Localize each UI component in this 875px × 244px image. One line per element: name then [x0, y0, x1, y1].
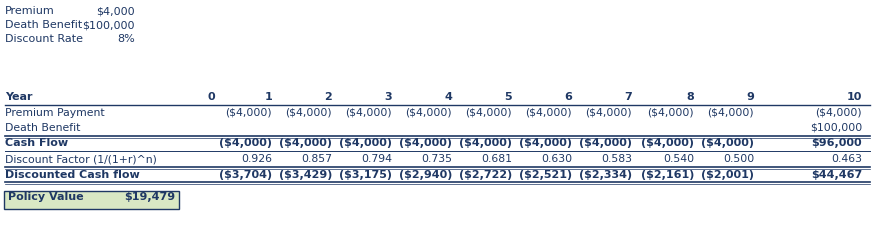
Text: Year: Year — [5, 92, 32, 102]
Text: 0.681: 0.681 — [481, 154, 512, 164]
Text: ($4,000): ($4,000) — [226, 108, 272, 118]
Text: 8%: 8% — [117, 34, 135, 44]
FancyBboxPatch shape — [4, 191, 179, 209]
Text: $44,467: $44,467 — [811, 170, 862, 180]
Text: 4: 4 — [444, 92, 452, 102]
Text: ($4,000): ($4,000) — [219, 139, 272, 149]
Text: ($2,001): ($2,001) — [701, 170, 754, 180]
Text: ($2,334): ($2,334) — [579, 170, 632, 180]
Text: $100,000: $100,000 — [82, 20, 135, 30]
Text: 0.926: 0.926 — [241, 154, 272, 164]
Text: ($2,521): ($2,521) — [519, 170, 572, 180]
Text: $96,000: $96,000 — [811, 139, 862, 149]
Text: ($4,000): ($4,000) — [285, 108, 332, 118]
Text: Discount Factor (1/(1+r)^n): Discount Factor (1/(1+r)^n) — [5, 154, 157, 164]
Text: 0.857: 0.857 — [301, 154, 332, 164]
Text: $100,000: $100,000 — [809, 123, 862, 133]
Text: 8: 8 — [686, 92, 694, 102]
Text: 0.463: 0.463 — [831, 154, 862, 164]
Text: ($4,000): ($4,000) — [648, 108, 694, 118]
Text: Premium Payment: Premium Payment — [5, 108, 105, 118]
Text: ($2,940): ($2,940) — [399, 170, 452, 180]
Text: Death Benefit: Death Benefit — [5, 20, 82, 30]
Text: ($4,000): ($4,000) — [519, 139, 572, 149]
Text: 2: 2 — [325, 92, 332, 102]
Text: ($4,000): ($4,000) — [466, 108, 512, 118]
Text: 0.500: 0.500 — [723, 154, 754, 164]
Text: ($3,704): ($3,704) — [219, 170, 272, 180]
Text: ($4,000): ($4,000) — [707, 108, 754, 118]
Text: 5: 5 — [504, 92, 512, 102]
Text: ($4,000): ($4,000) — [399, 139, 452, 149]
Text: 0.735: 0.735 — [421, 154, 452, 164]
Text: ($2,161): ($2,161) — [640, 170, 694, 180]
Text: Premium: Premium — [5, 6, 55, 16]
Text: ($4,000): ($4,000) — [405, 108, 452, 118]
Text: ($4,000): ($4,000) — [701, 139, 754, 149]
Text: Death Benefit: Death Benefit — [5, 123, 80, 133]
Text: ($4,000): ($4,000) — [585, 108, 632, 118]
Text: ($4,000): ($4,000) — [279, 139, 332, 149]
Text: 9: 9 — [746, 92, 754, 102]
Text: ($4,000): ($4,000) — [579, 139, 632, 149]
Text: ($4,000): ($4,000) — [816, 108, 862, 118]
Text: $19,479: $19,479 — [124, 192, 175, 202]
Text: Cash Flow: Cash Flow — [5, 139, 68, 149]
Text: 7: 7 — [624, 92, 632, 102]
Text: 10: 10 — [847, 92, 862, 102]
Text: 1: 1 — [264, 92, 272, 102]
Text: Policy Value: Policy Value — [8, 192, 84, 202]
Text: 0.583: 0.583 — [601, 154, 632, 164]
Text: ($4,000): ($4,000) — [525, 108, 572, 118]
Text: Discount Rate: Discount Rate — [5, 34, 83, 44]
Text: 3: 3 — [384, 92, 392, 102]
Text: ($3,429): ($3,429) — [278, 170, 332, 180]
Text: 0.540: 0.540 — [663, 154, 694, 164]
Text: Discounted Cash flow: Discounted Cash flow — [5, 170, 140, 180]
Text: ($4,000): ($4,000) — [346, 108, 392, 118]
Text: 6: 6 — [564, 92, 572, 102]
Text: ($4,000): ($4,000) — [641, 139, 694, 149]
Text: 0.794: 0.794 — [361, 154, 392, 164]
Text: ($4,000): ($4,000) — [459, 139, 512, 149]
Text: $4,000: $4,000 — [96, 6, 135, 16]
Text: 0: 0 — [207, 92, 215, 102]
Text: ($2,722): ($2,722) — [458, 170, 512, 180]
Text: 0.630: 0.630 — [541, 154, 572, 164]
Text: ($3,175): ($3,175) — [339, 170, 392, 180]
Text: ($4,000): ($4,000) — [339, 139, 392, 149]
